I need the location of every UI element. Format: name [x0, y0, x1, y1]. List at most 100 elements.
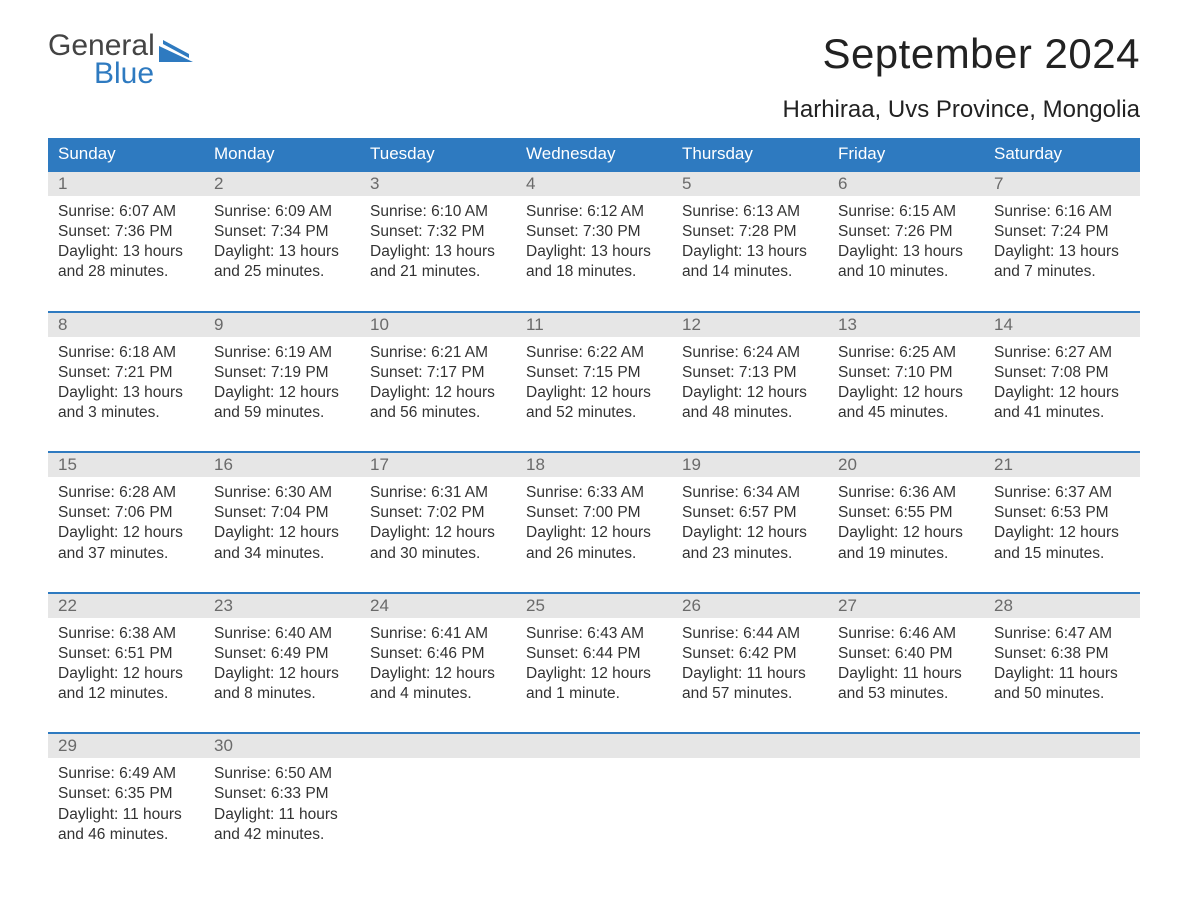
day-cell: 16Sunrise: 6:30 AMSunset: 7:04 PMDayligh… [204, 453, 360, 564]
day-cell: 18Sunrise: 6:33 AMSunset: 7:00 PMDayligh… [516, 453, 672, 564]
daylight-line-1: Daylight: 13 hours [526, 242, 662, 262]
day-cell: 15Sunrise: 6:28 AMSunset: 7:06 PMDayligh… [48, 453, 204, 564]
sunrise-text: Sunrise: 6:19 AM [214, 343, 350, 363]
daylight-line-1: Daylight: 11 hours [838, 664, 974, 684]
day-body: Sunrise: 6:12 AMSunset: 7:30 PMDaylight:… [516, 196, 672, 283]
daylight-line-1: Daylight: 13 hours [214, 242, 350, 262]
daylight-line-1: Daylight: 12 hours [526, 383, 662, 403]
day-number: 18 [516, 453, 672, 477]
day-body: Sunrise: 6:43 AMSunset: 6:44 PMDaylight:… [516, 618, 672, 705]
sunset-text: Sunset: 6:51 PM [58, 644, 194, 664]
daylight-line-2: and 59 minutes. [214, 403, 350, 423]
daylight-line-2: and 30 minutes. [370, 544, 506, 564]
day-body: Sunrise: 6:44 AMSunset: 6:42 PMDaylight:… [672, 618, 828, 705]
dayheader-cell: Thursday [672, 138, 828, 170]
day-cell: 23Sunrise: 6:40 AMSunset: 6:49 PMDayligh… [204, 594, 360, 705]
daylight-line-2: and 34 minutes. [214, 544, 350, 564]
daylight-line-2: and 42 minutes. [214, 825, 350, 845]
day-number: 30 [204, 734, 360, 758]
daylight-line-1: Daylight: 12 hours [58, 664, 194, 684]
daylight-line-1: Daylight: 11 hours [682, 664, 818, 684]
day-cell [984, 734, 1140, 845]
month-title: September 2024 [783, 30, 1140, 78]
day-number [828, 734, 984, 758]
day-body: Sunrise: 6:34 AMSunset: 6:57 PMDaylight:… [672, 477, 828, 564]
sunrise-text: Sunrise: 6:34 AM [682, 483, 818, 503]
daylight-line-1: Daylight: 13 hours [58, 242, 194, 262]
day-cell: 3Sunrise: 6:10 AMSunset: 7:32 PMDaylight… [360, 172, 516, 283]
daylight-line-2: and 50 minutes. [994, 684, 1130, 704]
daylight-line-2: and 7 minutes. [994, 262, 1130, 282]
day-body: Sunrise: 6:40 AMSunset: 6:49 PMDaylight:… [204, 618, 360, 705]
day-cell: 19Sunrise: 6:34 AMSunset: 6:57 PMDayligh… [672, 453, 828, 564]
daylight-line-1: Daylight: 12 hours [682, 523, 818, 543]
daylight-line-1: Daylight: 11 hours [994, 664, 1130, 684]
day-body: Sunrise: 6:38 AMSunset: 6:51 PMDaylight:… [48, 618, 204, 705]
daylight-line-2: and 52 minutes. [526, 403, 662, 423]
day-body: Sunrise: 6:10 AMSunset: 7:32 PMDaylight:… [360, 196, 516, 283]
day-cell: 22Sunrise: 6:38 AMSunset: 6:51 PMDayligh… [48, 594, 204, 705]
daylight-line-1: Daylight: 12 hours [370, 664, 506, 684]
daylight-line-1: Daylight: 12 hours [370, 383, 506, 403]
daylight-line-2: and 8 minutes. [214, 684, 350, 704]
day-cell: 20Sunrise: 6:36 AMSunset: 6:55 PMDayligh… [828, 453, 984, 564]
dayheader-cell: Sunday [48, 138, 204, 170]
day-number: 15 [48, 453, 204, 477]
sunset-text: Sunset: 7:24 PM [994, 222, 1130, 242]
title-block: September 2024 Harhiraa, Uvs Province, M… [783, 30, 1140, 124]
day-number: 9 [204, 313, 360, 337]
day-cell: 8Sunrise: 6:18 AMSunset: 7:21 PMDaylight… [48, 313, 204, 424]
day-cell: 17Sunrise: 6:31 AMSunset: 7:02 PMDayligh… [360, 453, 516, 564]
sunrise-text: Sunrise: 6:24 AM [682, 343, 818, 363]
sunrise-text: Sunrise: 6:37 AM [994, 483, 1130, 503]
day-number [360, 734, 516, 758]
sunset-text: Sunset: 7:06 PM [58, 503, 194, 523]
dayheader-row: SundayMondayTuesdayWednesdayThursdayFrid… [48, 138, 1140, 170]
daylight-line-1: Daylight: 12 hours [214, 383, 350, 403]
sunrise-text: Sunrise: 6:50 AM [214, 764, 350, 784]
daylight-line-2: and 10 minutes. [838, 262, 974, 282]
day-number: 23 [204, 594, 360, 618]
sunrise-text: Sunrise: 6:22 AM [526, 343, 662, 363]
day-cell: 5Sunrise: 6:13 AMSunset: 7:28 PMDaylight… [672, 172, 828, 283]
daylight-line-1: Daylight: 12 hours [682, 383, 818, 403]
day-number: 5 [672, 172, 828, 196]
day-number: 28 [984, 594, 1140, 618]
sunset-text: Sunset: 7:00 PM [526, 503, 662, 523]
day-cell [360, 734, 516, 845]
sunrise-text: Sunrise: 6:28 AM [58, 483, 194, 503]
sunrise-text: Sunrise: 6:41 AM [370, 624, 506, 644]
sunset-text: Sunset: 7:02 PM [370, 503, 506, 523]
sunrise-text: Sunrise: 6:44 AM [682, 624, 818, 644]
day-body: Sunrise: 6:16 AMSunset: 7:24 PMDaylight:… [984, 196, 1140, 283]
day-body: Sunrise: 6:22 AMSunset: 7:15 PMDaylight:… [516, 337, 672, 424]
sunrise-text: Sunrise: 6:13 AM [682, 202, 818, 222]
day-number: 10 [360, 313, 516, 337]
daylight-line-2: and 18 minutes. [526, 262, 662, 282]
day-number: 17 [360, 453, 516, 477]
sunset-text: Sunset: 6:38 PM [994, 644, 1130, 664]
day-cell: 24Sunrise: 6:41 AMSunset: 6:46 PMDayligh… [360, 594, 516, 705]
daylight-line-1: Daylight: 12 hours [526, 523, 662, 543]
day-number: 14 [984, 313, 1140, 337]
sunrise-text: Sunrise: 6:46 AM [838, 624, 974, 644]
sunrise-text: Sunrise: 6:18 AM [58, 343, 194, 363]
sunrise-text: Sunrise: 6:40 AM [214, 624, 350, 644]
day-cell: 28Sunrise: 6:47 AMSunset: 6:38 PMDayligh… [984, 594, 1140, 705]
sunset-text: Sunset: 7:34 PM [214, 222, 350, 242]
day-body: Sunrise: 6:49 AMSunset: 6:35 PMDaylight:… [48, 758, 204, 845]
day-number: 19 [672, 453, 828, 477]
daylight-line-1: Daylight: 12 hours [214, 664, 350, 684]
daylight-line-2: and 23 minutes. [682, 544, 818, 564]
day-number: 3 [360, 172, 516, 196]
daylight-line-2: and 1 minute. [526, 684, 662, 704]
sunset-text: Sunset: 7:10 PM [838, 363, 974, 383]
daylight-line-2: and 15 minutes. [994, 544, 1130, 564]
day-cell: 13Sunrise: 6:25 AMSunset: 7:10 PMDayligh… [828, 313, 984, 424]
day-cell: 6Sunrise: 6:15 AMSunset: 7:26 PMDaylight… [828, 172, 984, 283]
daylight-line-2: and 26 minutes. [526, 544, 662, 564]
day-number: 1 [48, 172, 204, 196]
logo-text-blue: Blue [48, 58, 193, 90]
daylight-line-1: Daylight: 13 hours [994, 242, 1130, 262]
sunset-text: Sunset: 7:28 PM [682, 222, 818, 242]
